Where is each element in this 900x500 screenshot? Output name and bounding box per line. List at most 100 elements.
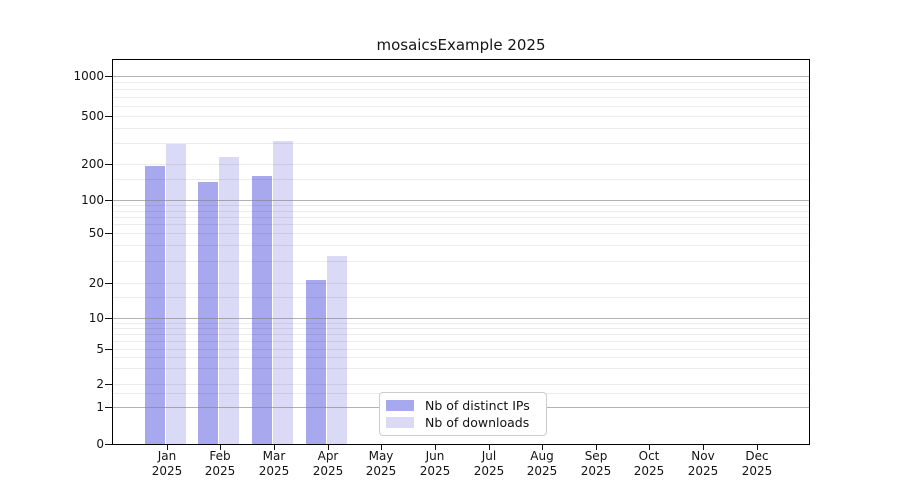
minor-gridline-40 [113, 245, 809, 246]
bar-downloads-jan [166, 144, 186, 444]
minor-gridline-90 [113, 205, 809, 206]
y-tick-label-20: 20 [88, 276, 104, 290]
x-tick-mark-jan [167, 445, 168, 450]
month-label: Feb [209, 449, 231, 463]
x-tick-label-aug: Aug 2025 [512, 449, 572, 479]
minor-gridline-80 [113, 211, 809, 212]
minor-gridline-20 [113, 283, 809, 284]
bar-distinct-ips-mar [252, 176, 272, 444]
minor-gridline-800 [113, 89, 809, 90]
x-tick-label-sep: Sep 2025 [566, 449, 626, 479]
minor-gridline-900 [113, 82, 809, 83]
year-label: 2025 [473, 464, 505, 478]
minor-gridline-15 [113, 297, 809, 298]
bar-downloads-mar [273, 141, 293, 444]
x-tick-mark-aug [542, 445, 543, 450]
major-gridline-1000 [113, 76, 809, 77]
y-tick-mark-20 [105, 283, 112, 284]
y-tick-mark-100 [105, 200, 112, 201]
year-label: 2025 [151, 464, 183, 478]
legend-label-distinct-ips: Nb of distinct IPs [425, 397, 530, 413]
minor-gridline-150 [113, 179, 809, 180]
minor-gridline-300 [113, 143, 809, 144]
year-label: 2025 [365, 464, 397, 478]
x-tick-mark-jun [435, 445, 436, 450]
minor-gridline-200 [113, 164, 809, 165]
y-tick-mark-5 [105, 349, 112, 350]
legend: Nb of distinct IPs Nb of downloads [379, 392, 547, 436]
legend-item-distinct-ips: Nb of distinct IPs [386, 398, 538, 413]
y-tick-label-500: 500 [81, 109, 104, 123]
month-label: Apr [317, 449, 339, 463]
minor-gridline-30 [113, 261, 809, 262]
y-tick-label-200: 200 [81, 157, 104, 171]
minor-gridline-5 [113, 349, 809, 350]
minor-gridline-8 [113, 328, 809, 329]
x-tick-label-jan: Jan 2025 [137, 449, 197, 479]
x-tick-mark-feb [220, 445, 221, 450]
x-tick-mark-oct [649, 445, 650, 450]
chart-title: mosaicsExample 2025 [376, 36, 546, 54]
x-tick-mark-dec [757, 445, 758, 450]
y-tick-label-1000: 1000 [73, 69, 104, 83]
y-tick-mark-1 [105, 407, 112, 408]
month-label: Nov [691, 449, 715, 463]
y-tick-mark-200 [105, 164, 112, 165]
bar-downloads-feb [219, 157, 239, 444]
bar-distinct-ips-jan [145, 166, 165, 444]
minor-gridline-50 [113, 233, 809, 234]
month-label: Dec [745, 449, 769, 463]
minor-gridline-6 [113, 341, 809, 342]
year-label: 2025 [204, 464, 236, 478]
year-label: 2025 [580, 464, 612, 478]
x-tick-label-oct: Oct 2025 [619, 449, 679, 479]
minor-gridline-60 [113, 224, 809, 225]
legend-swatch-downloads [386, 417, 414, 429]
y-tick-label-10: 10 [88, 311, 104, 325]
month-label: May [368, 449, 394, 463]
month-label: Jun [425, 449, 445, 463]
y-tick-mark-10 [105, 318, 112, 319]
year-label: 2025 [258, 464, 290, 478]
major-gridline-100 [113, 200, 809, 201]
month-label: Sep [584, 449, 608, 463]
y-tick-mark-0 [105, 444, 112, 445]
y-tick-label-5: 5 [96, 342, 104, 356]
y-tick-mark-50 [105, 233, 112, 234]
minor-gridline-7 [113, 334, 809, 335]
x-tick-label-dec: Dec 2025 [727, 449, 787, 479]
year-label: 2025 [312, 464, 344, 478]
minor-gridline-3 [113, 368, 809, 369]
bar-downloads-apr [327, 256, 347, 444]
month-label: Jan [157, 449, 177, 463]
x-tick-mark-apr [328, 445, 329, 450]
bar-distinct-ips-feb [198, 182, 218, 444]
y-tick-label-50: 50 [88, 226, 104, 240]
x-tick-label-feb: Feb 2025 [190, 449, 250, 479]
y-tick-mark-2 [105, 384, 112, 385]
minor-gridline-400 [113, 128, 809, 129]
x-tick-label-mar: Mar 2025 [244, 449, 304, 479]
major-gridline-10 [113, 318, 809, 319]
y-tick-mark-1000 [105, 76, 112, 77]
x-tick-label-nov: Nov 2025 [673, 449, 733, 479]
minor-gridline-700 [113, 97, 809, 98]
legend-label-downloads: Nb of downloads [425, 415, 530, 431]
month-label: Jul [481, 449, 497, 463]
x-tick-mark-mar [274, 445, 275, 450]
y-tick-label-1: 1 [96, 400, 104, 414]
year-label: 2025 [633, 464, 665, 478]
year-label: 2025 [526, 464, 558, 478]
x-tick-label-apr: Apr 2025 [298, 449, 358, 479]
minor-gridline-4 [113, 357, 809, 358]
x-tick-mark-nov [703, 445, 704, 450]
x-tick-label-may: May 2025 [351, 449, 411, 479]
bar-distinct-ips-apr [306, 280, 326, 444]
y-tick-mark-500 [105, 116, 112, 117]
minor-gridline-70 [113, 217, 809, 218]
minor-gridline-9 [113, 323, 809, 324]
y-tick-label-0: 0 [96, 437, 104, 451]
month-label: Mar [262, 449, 286, 463]
month-label: Oct [638, 449, 660, 463]
